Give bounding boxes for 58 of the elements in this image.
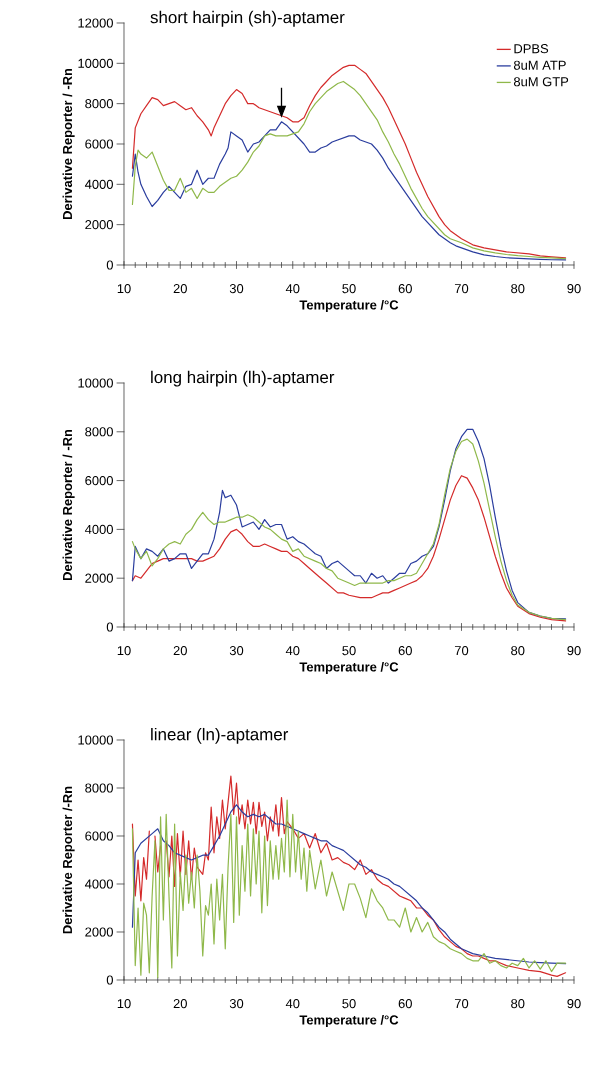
chart-title: linear (ln)-aptamer bbox=[151, 727, 289, 744]
x-axis-title: Temperature /°C bbox=[299, 1015, 399, 1028]
legend-label: DPBS bbox=[514, 44, 549, 54]
x-tick-label: 10 bbox=[117, 646, 131, 656]
x-tick-label: 50 bbox=[342, 999, 356, 1009]
x-tick-label: 70 bbox=[454, 646, 469, 656]
y-tick-label: 6000 bbox=[85, 139, 113, 149]
y-tick-label: 2000 bbox=[85, 573, 113, 583]
x-tick-label: 30 bbox=[229, 646, 244, 656]
y-tick-label: 0 bbox=[106, 260, 113, 270]
x-tick-label: 60 bbox=[398, 646, 412, 656]
y-tick-label: 8000 bbox=[85, 427, 113, 437]
y-tick-label: 0 bbox=[106, 622, 113, 632]
y-tick-label: 8000 bbox=[85, 99, 113, 109]
y-axis-title: Derivative Reporter / -Rn bbox=[62, 429, 75, 581]
legend-label: 8uM GTP bbox=[513, 77, 569, 87]
y-tick-label: 6000 bbox=[85, 476, 113, 486]
x-tick-label: 20 bbox=[173, 646, 187, 656]
x-tick-label: 80 bbox=[511, 284, 525, 294]
x-tick-label: 90 bbox=[567, 999, 581, 1009]
x-tick-label: 60 bbox=[398, 284, 412, 294]
x-tick-label: 90 bbox=[567, 646, 581, 656]
x-axis-title: Temperature /°C bbox=[299, 662, 399, 675]
x-tick-label: 50 bbox=[342, 646, 356, 656]
y-tick-label: 10000 bbox=[78, 378, 113, 388]
x-tick-label: 30 bbox=[229, 999, 244, 1009]
x-tick-label: 10 bbox=[117, 284, 131, 294]
x-tick-label: 50 bbox=[342, 284, 356, 294]
x-tick-label: 40 bbox=[285, 999, 300, 1009]
x-tick-label: 40 bbox=[285, 284, 300, 294]
x-tick-label: 20 bbox=[173, 999, 187, 1009]
x-tick-label: 90 bbox=[567, 284, 581, 294]
x-tick-label: 40 bbox=[285, 646, 300, 656]
y-tick-label: 4000 bbox=[84, 524, 113, 534]
y-tick-label: 4000 bbox=[84, 179, 113, 189]
x-tick-label: 20 bbox=[173, 284, 187, 294]
y-tick-label: 12000 bbox=[78, 18, 113, 28]
y-tick-label: 10000 bbox=[78, 58, 113, 68]
y-tick-label: 4000 bbox=[84, 879, 113, 889]
y-axis-title: Derivative Reporter /-Rn bbox=[62, 786, 75, 934]
x-tick-label: 60 bbox=[398, 999, 412, 1009]
y-tick-label: 2000 bbox=[85, 927, 113, 937]
y-tick-label: 10000 bbox=[78, 735, 113, 745]
x-tick-label: 80 bbox=[511, 999, 525, 1009]
x-tick-label: 70 bbox=[454, 284, 469, 294]
x-tick-label: 30 bbox=[229, 284, 244, 294]
x-tick-label: 10 bbox=[117, 999, 131, 1009]
y-tick-label: 0 bbox=[106, 975, 113, 985]
x-tick-label: 80 bbox=[511, 646, 525, 656]
y-axis-title: Derivative Reporter / -Rn bbox=[62, 68, 75, 220]
x-axis-title: Temperature /°C bbox=[299, 300, 399, 313]
y-tick-label: 2000 bbox=[85, 220, 113, 230]
chart-title: long hairpin (lh)-aptamer bbox=[151, 370, 335, 387]
y-tick-label: 8000 bbox=[85, 783, 113, 793]
chart-title: short hairpin (sh)-aptamer bbox=[150, 10, 345, 27]
legend-label: 8uM ATP bbox=[513, 60, 566, 70]
x-tick-label: 70 bbox=[454, 999, 469, 1009]
y-tick-label: 6000 bbox=[85, 831, 113, 841]
